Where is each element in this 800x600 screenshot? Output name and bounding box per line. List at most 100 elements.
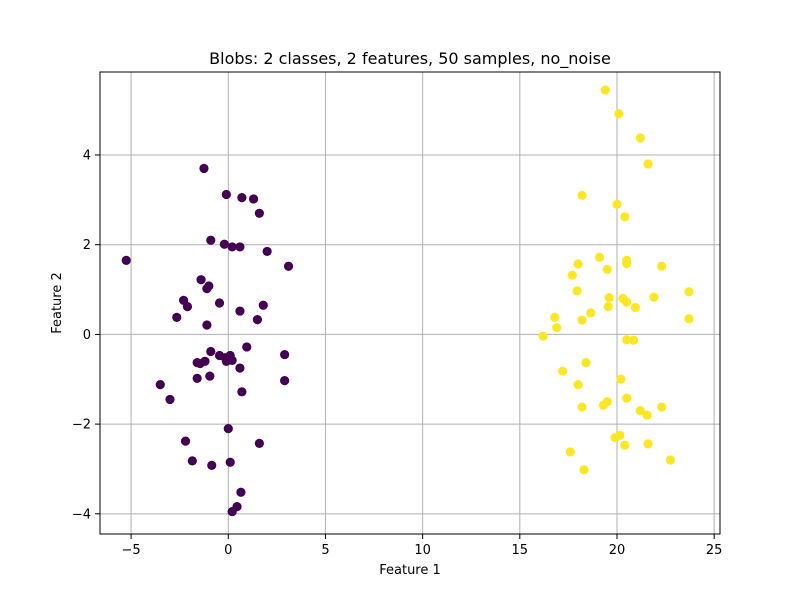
- y-tick-label: 4: [83, 148, 91, 163]
- plot-frame: [99, 71, 721, 535]
- data-point-class-0: [196, 275, 206, 285]
- points-layer: [121, 85, 694, 517]
- data-point-class-1: [586, 308, 596, 318]
- data-point-class-1: [600, 85, 610, 95]
- data-point-class-0: [202, 284, 212, 294]
- data-point-class-1: [572, 286, 582, 296]
- data-point-class-1: [573, 380, 583, 390]
- data-point-class-0: [237, 192, 247, 203]
- x-tick-label: −5: [122, 543, 141, 558]
- x-tick-label: 0: [224, 543, 232, 558]
- data-point-class-0: [195, 358, 205, 369]
- y-axis-label: Feature 2: [50, 272, 65, 334]
- data-point-class-0: [235, 306, 245, 316]
- data-point-class-0: [199, 163, 209, 174]
- x-axis-label: Feature 1: [379, 563, 441, 578]
- data-point-class-1: [538, 331, 548, 341]
- data-point-class-1: [657, 402, 667, 412]
- data-point-class-0: [206, 235, 216, 245]
- data-point-class-1: [635, 406, 645, 416]
- data-point-class-0: [165, 394, 175, 405]
- data-point-class-0: [202, 320, 212, 330]
- data-point-class-0: [225, 457, 235, 467]
- data-point-class-1: [630, 302, 641, 313]
- data-point-class-1: [565, 447, 575, 457]
- data-point-class-0: [182, 301, 193, 312]
- data-point-class-1: [598, 400, 608, 410]
- x-tick-label: 25: [706, 543, 723, 558]
- ticks-layer: −5 0 5 10 15 20 25 −4 −2 0 2 4: [72, 148, 723, 558]
- data-point-class-0: [248, 194, 259, 204]
- data-point-class-1: [620, 212, 630, 222]
- data-point-class-0: [227, 506, 237, 517]
- data-point-class-1: [622, 258, 632, 269]
- data-point-class-0: [180, 436, 191, 446]
- data-point-class-1: [620, 440, 630, 450]
- data-point-class-1: [622, 393, 632, 403]
- data-point-class-0: [205, 371, 215, 381]
- y-tick-label: 0: [83, 328, 91, 343]
- data-point-class-0: [227, 242, 237, 252]
- data-point-class-0: [187, 456, 197, 466]
- x-tick-label: 20: [609, 543, 626, 558]
- data-point-class-0: [283, 261, 294, 271]
- data-point-class-0: [254, 208, 264, 218]
- data-point-class-1: [579, 465, 589, 475]
- data-point-class-1: [643, 159, 653, 169]
- data-point-class-1: [643, 439, 653, 449]
- data-point-class-1: [577, 402, 587, 412]
- x-tick-label: 5: [321, 543, 329, 558]
- data-point-class-0: [254, 438, 264, 448]
- data-point-class-0: [236, 487, 246, 497]
- data-point-class-0: [235, 242, 245, 252]
- data-point-class-1: [581, 358, 591, 368]
- data-point-class-1: [602, 264, 612, 274]
- data-point-class-1: [665, 455, 676, 465]
- data-point-class-1: [628, 335, 639, 345]
- data-point-class-0: [258, 300, 268, 310]
- data-point-class-1: [550, 312, 560, 322]
- data-point-class-0: [252, 314, 263, 325]
- data-point-class-0: [235, 363, 245, 373]
- data-point-class-1: [604, 293, 614, 303]
- data-point-class-0: [280, 349, 290, 360]
- data-point-class-1: [616, 374, 626, 384]
- data-point-class-1: [684, 314, 694, 324]
- data-point-class-1: [594, 252, 605, 262]
- data-point-class-0: [206, 346, 216, 357]
- data-point-class-0: [121, 255, 131, 265]
- data-point-class-1: [552, 323, 562, 333]
- data-point-class-1: [614, 109, 624, 119]
- data-point-class-1: [684, 287, 694, 297]
- data-point-class-1: [622, 335, 632, 345]
- data-point-class-1: [642, 410, 652, 420]
- data-point-class-0: [155, 380, 165, 390]
- data-point-class-1: [657, 261, 667, 271]
- data-point-class-0: [221, 189, 231, 200]
- data-point-class-0: [242, 342, 252, 352]
- data-point-class-1: [635, 133, 645, 143]
- data-point-class-1: [610, 432, 620, 443]
- data-point-class-0: [207, 460, 217, 470]
- data-point-class-0: [262, 246, 272, 257]
- y-tick-label: 2: [83, 238, 91, 253]
- data-point-class-1: [573, 259, 583, 269]
- data-point-class-1: [557, 366, 568, 376]
- data-point-class-1: [603, 301, 613, 312]
- data-point-class-0: [219, 239, 229, 249]
- data-point-class-0: [237, 387, 247, 397]
- data-point-class-1: [622, 297, 632, 307]
- x-tick-label: 15: [512, 543, 529, 558]
- grid-layer: [100, 72, 720, 534]
- data-point-class-1: [577, 190, 587, 200]
- y-tick-label: −4: [72, 507, 91, 522]
- data-point-class-0: [223, 423, 233, 434]
- data-point-class-1: [577, 315, 587, 325]
- data-point-class-1: [567, 270, 577, 280]
- x-tick-label: 10: [414, 543, 431, 558]
- data-point-class-1: [649, 292, 659, 302]
- data-point-class-0: [172, 312, 182, 322]
- data-point-class-0: [214, 298, 225, 308]
